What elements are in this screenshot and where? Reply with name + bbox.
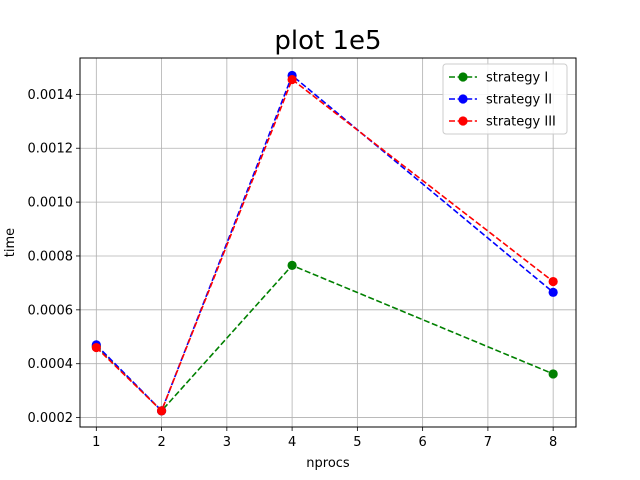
series-3 <box>91 74 558 416</box>
legend-label: strategy II <box>486 93 552 108</box>
y-tick-label: 0.0012 <box>28 142 74 157</box>
x-axis-label: nprocs <box>306 456 350 471</box>
plot-series <box>91 70 558 416</box>
x-tick-label: 2 <box>157 435 165 450</box>
x-tick-label: 7 <box>484 435 492 450</box>
legend-marker <box>458 72 468 82</box>
data-point <box>287 74 297 85</box>
data-point <box>548 369 558 379</box>
chart-title: plot 1e5 <box>274 26 381 56</box>
legend-box <box>442 63 568 135</box>
legend: strategy I strategy II strategy III <box>442 63 568 135</box>
y-tick-label: 0.0006 <box>28 303 74 318</box>
data-point <box>548 287 558 297</box>
data-point <box>548 276 558 287</box>
y-tick-label: 0.0004 <box>28 357 74 372</box>
legend-item: strategy III <box>449 115 556 130</box>
series-line <box>95 78 554 413</box>
legend-item: strategy I <box>449 71 548 86</box>
series-line <box>95 264 554 412</box>
grid <box>80 58 576 427</box>
x-tick-label: 4 <box>288 435 296 450</box>
legend-label: strategy I <box>486 71 548 86</box>
axis-ticks: 1 2 3 4 5 6 7 8 0.0002 0.0004 0.0006 0.0008 0.0010 0.… <box>28 88 558 450</box>
x-tick-label: 8 <box>549 435 557 450</box>
x-tick-label: 1 <box>92 435 100 450</box>
x-tick-label: 5 <box>353 435 361 450</box>
plot-frame <box>79 57 577 428</box>
data-point <box>287 260 297 270</box>
legend-label: strategy III <box>486 115 556 130</box>
y-tick-label: 0.0008 <box>28 249 74 264</box>
legend-item: strategy II <box>449 93 552 108</box>
data-point <box>156 406 167 416</box>
x-tick-label: 3 <box>223 435 231 450</box>
legend-marker <box>458 94 468 104</box>
y-tick-label: 0.0014 <box>28 88 74 103</box>
y-tick-label: 0.0002 <box>28 411 74 426</box>
x-tick-label: 6 <box>418 435 426 450</box>
series-line <box>95 74 554 413</box>
data-point <box>91 342 101 353</box>
y-axis-label: time <box>3 228 18 257</box>
legend-marker <box>458 116 468 126</box>
y-tick-label: 0.0010 <box>28 196 74 211</box>
